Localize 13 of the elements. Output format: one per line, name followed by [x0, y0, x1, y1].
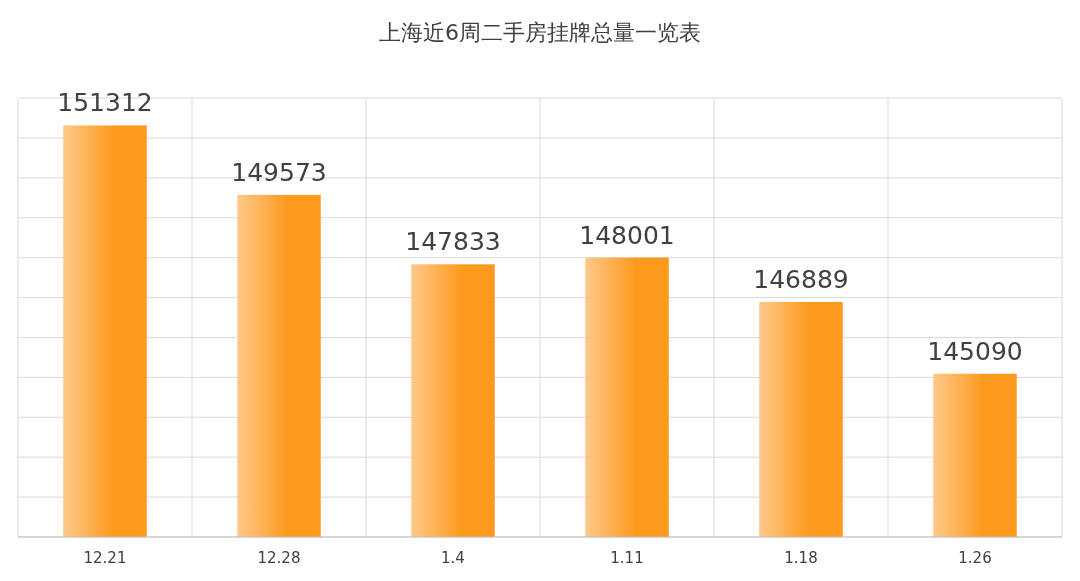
- x-tick-label: 12.21: [83, 549, 127, 567]
- x-tick-label: 12.28: [257, 549, 301, 567]
- x-tick-label: 1.26: [958, 549, 992, 567]
- x-tick-label: 1.4: [441, 549, 465, 567]
- data-label: 151312: [57, 88, 153, 118]
- data-label: 145090: [927, 336, 1023, 366]
- chart-title: 上海近6周二手房挂牌总量一览表: [379, 20, 701, 45]
- data-label: 147833: [405, 227, 501, 257]
- x-tick-label: 1.11: [610, 549, 644, 567]
- data-label: 146889: [753, 264, 849, 294]
- x-tick-label: 1.18: [784, 549, 818, 567]
- data-label: 149573: [231, 157, 327, 187]
- data-label: 148001: [579, 220, 675, 250]
